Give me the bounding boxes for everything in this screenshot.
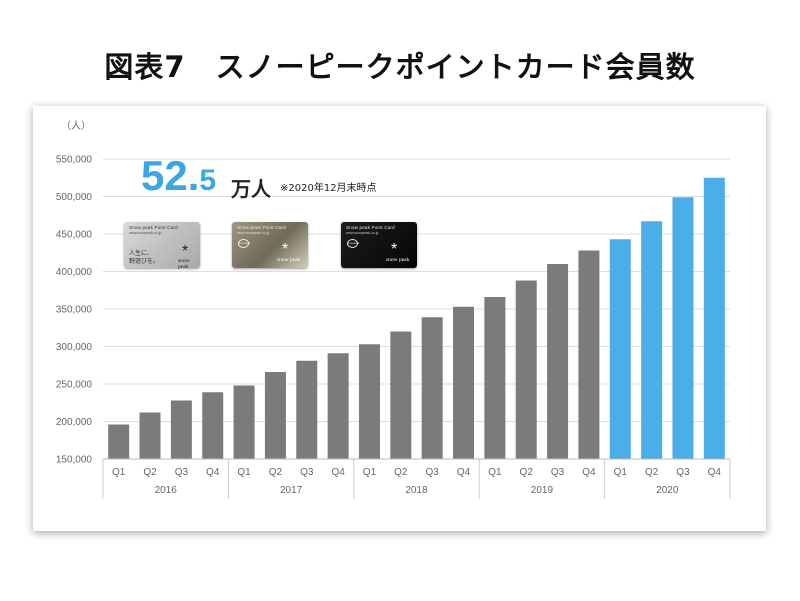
y-tick-label: 150,000 xyxy=(56,455,93,466)
card-slogan: 人生に、 野遊びを。 xyxy=(129,251,160,265)
bar xyxy=(390,331,412,459)
x-tick-label: Q3 xyxy=(551,467,565,478)
year-label: 2017 xyxy=(280,485,303,496)
card-brand: snow peak xyxy=(277,257,301,263)
x-tick-label: Q1 xyxy=(237,467,251,478)
bar xyxy=(296,360,318,459)
x-tick-label: Q1 xyxy=(363,467,377,478)
x-tick-label: Q4 xyxy=(582,467,596,478)
bar xyxy=(515,280,537,459)
x-tick-label: Q4 xyxy=(457,467,471,478)
x-tick-label: Q1 xyxy=(614,467,628,478)
x-tick-label: Q4 xyxy=(206,467,220,478)
year-label: 2018 xyxy=(405,485,428,496)
bar xyxy=(484,297,506,459)
bar xyxy=(421,317,443,459)
silver-point-card: Snow peak Point Card www.snowpeak.co.jp … xyxy=(124,222,200,270)
card-url: www.snowpeak.co.jp xyxy=(129,231,162,235)
bar xyxy=(641,221,663,459)
x-tick-label: Q3 xyxy=(300,467,314,478)
snowflake-icon: * xyxy=(182,243,189,260)
year-label: 2019 xyxy=(531,485,554,496)
x-tick-label: Q2 xyxy=(520,467,534,478)
card-emblem: snowpeak xyxy=(238,239,250,248)
member-count-unit: 万人 xyxy=(231,177,271,201)
x-tick-label: Q2 xyxy=(143,467,157,478)
bar xyxy=(202,392,224,459)
x-tick-label: Q2 xyxy=(394,467,408,478)
bar xyxy=(108,424,130,459)
bar xyxy=(327,353,349,459)
x-tick-label: Q4 xyxy=(708,467,722,478)
bar-chart: （人） 150,000 200,000 250,000 300,000 350,000 40… xyxy=(56,120,731,499)
page-title: 図表7 スノーピークポイントカード会員数 xyxy=(104,50,696,84)
bar xyxy=(672,197,694,459)
y-axis-label: （人） xyxy=(61,120,91,132)
year-label: 2020 xyxy=(656,485,679,496)
bar xyxy=(170,400,192,459)
y-tick-label: 350,000 xyxy=(56,305,93,316)
bar xyxy=(264,372,286,459)
y-tick-label: 500,000 xyxy=(56,192,93,203)
bar xyxy=(547,264,569,459)
card-url: www.snowpeak.co.jp xyxy=(237,231,270,235)
gold-point-card: Snow peak Point Card www.snowpeak.co.jp … xyxy=(232,222,308,268)
member-count-highlight: 52.5 xyxy=(141,155,216,197)
x-tick-label: Q1 xyxy=(488,467,502,478)
x-tick-label: Q3 xyxy=(426,467,440,478)
x-tick-label: Q2 xyxy=(269,467,283,478)
card-header: Snow peak Point Card xyxy=(237,225,286,230)
card-emblem: snowpeak xyxy=(347,239,359,248)
y-tick-label: 550,000 xyxy=(56,155,93,166)
snowflake-icon: * xyxy=(282,241,289,258)
y-tick-label: 450,000 xyxy=(56,230,93,241)
y-tick-label: 200,000 xyxy=(56,417,93,428)
snowflake-icon: * xyxy=(391,241,398,258)
x-tick-label: Q1 xyxy=(112,467,126,478)
bar xyxy=(358,344,380,459)
year-label: 2016 xyxy=(155,485,178,496)
bar xyxy=(609,239,631,459)
bar xyxy=(578,250,600,459)
x-tick-label: Q2 xyxy=(645,467,659,478)
card-url: www.snowpeak.co.jp xyxy=(346,231,379,235)
card-brand: snow peak xyxy=(178,258,190,270)
bar xyxy=(139,412,161,459)
member-count-decimal: 5 xyxy=(199,164,217,197)
bar xyxy=(703,177,725,459)
x-tick-label: Q3 xyxy=(676,467,690,478)
chart-panel: （人） 150,000 200,000 250,000 300,000 350,000 40… xyxy=(33,106,766,531)
x-tick-label: Q4 xyxy=(331,467,345,478)
member-count-note: ※2020年12月末時点 xyxy=(280,183,377,194)
y-tick-label: 250,000 xyxy=(56,380,93,391)
bar xyxy=(453,306,475,459)
y-tick-label: 400,000 xyxy=(56,267,93,278)
black-point-card: Snow peak Point Card www.snowpeak.co.jp … xyxy=(341,222,417,268)
y-tick-label: 300,000 xyxy=(56,342,93,353)
card-brand: snow peak xyxy=(386,257,410,263)
x-tick-label: Q3 xyxy=(175,467,189,478)
bar xyxy=(233,385,255,459)
card-header: Snow peak Point Card xyxy=(129,225,178,230)
card-header: Snow peak Point Card xyxy=(346,225,395,230)
member-count-main: 52. xyxy=(141,152,200,199)
